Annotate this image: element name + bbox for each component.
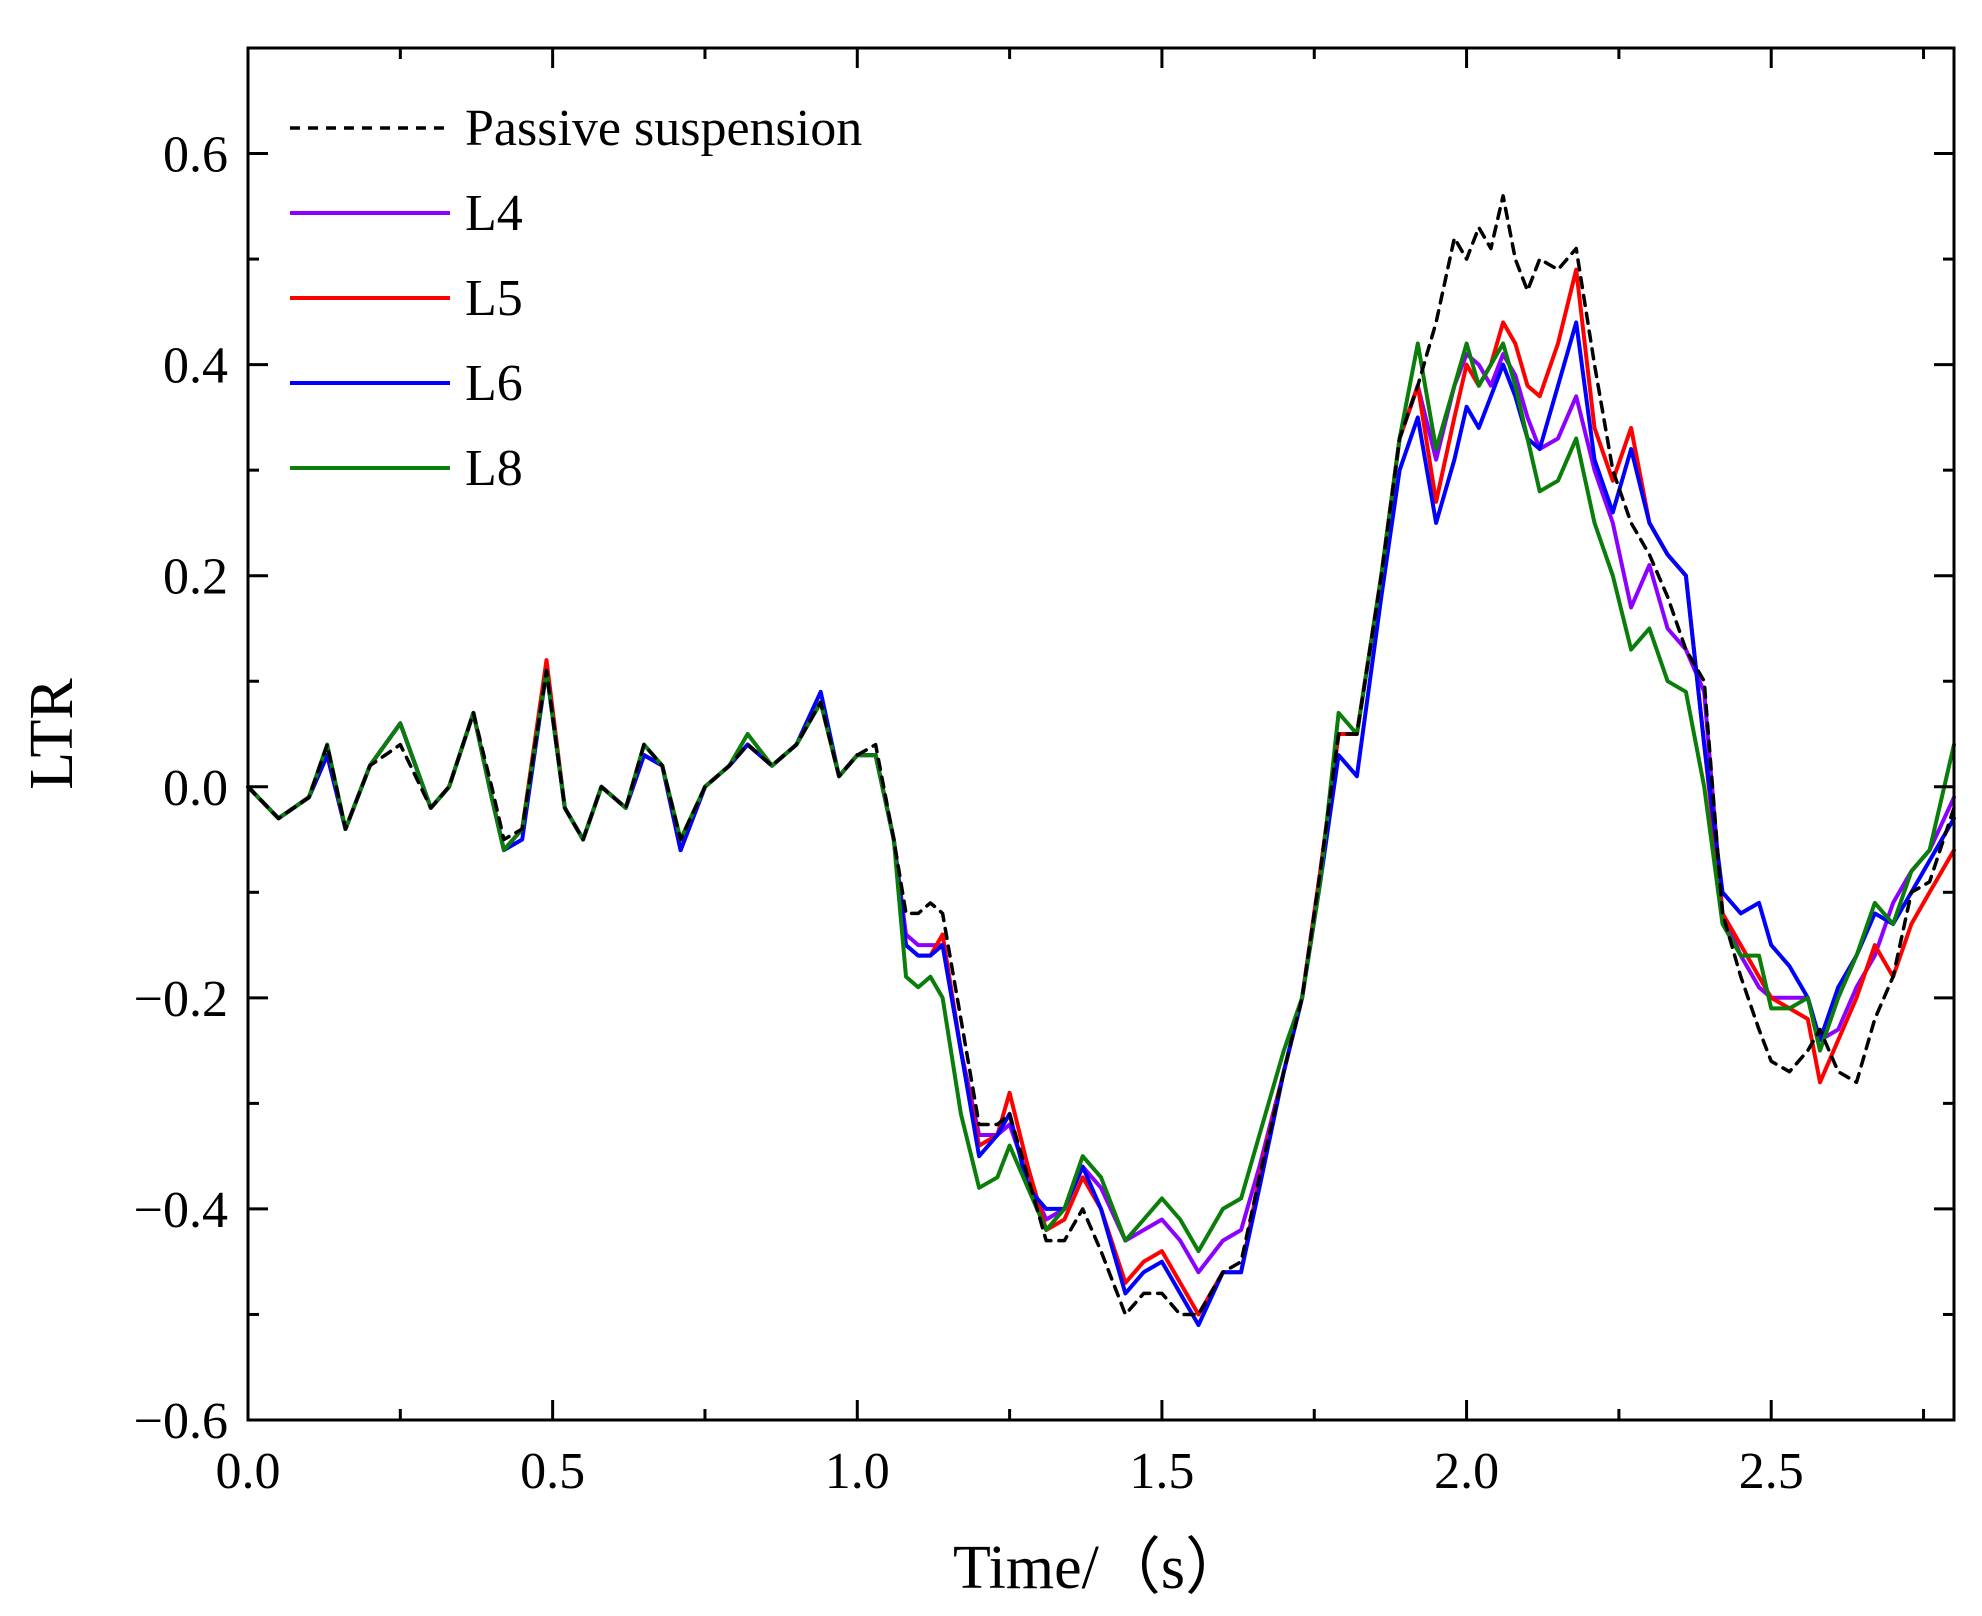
legend-label: L5 — [465, 270, 523, 327]
legend-label: L6 — [465, 355, 523, 412]
legend: Passive suspension L4 L5 L6 L8 — [290, 100, 862, 497]
y-tick-label: 0.6 — [163, 127, 228, 184]
y-tick-label: 0.4 — [163, 338, 228, 395]
x-tick-label: 1.5 — [1129, 1443, 1194, 1500]
x-axis-title: Time/（s） — [953, 1534, 1247, 1602]
y-tick-label: 0.2 — [163, 549, 228, 606]
plot-lines — [246, 194, 1956, 1327]
series-line-passive-suspension — [246, 194, 1956, 1317]
legend-label: Passive suspension — [465, 100, 862, 157]
y-tick-label: −0.6 — [134, 1393, 228, 1450]
x-tick-label: 2.5 — [1739, 1443, 1804, 1500]
y-tick-label: −0.2 — [134, 971, 228, 1028]
y-axis-title: LTR — [18, 678, 86, 790]
x-tick-label: 2.0 — [1434, 1443, 1499, 1500]
x-tick-label: 0.0 — [216, 1443, 281, 1500]
plot-frame — [246, 46, 1956, 1422]
tick-labels: 0.0 0.5 1.0 1.5 2.0 2.5 −0.6 −0.4 −0.2 0.0 0.2 0.4 0… — [134, 127, 1804, 1500]
x-tick-label: 1.0 — [825, 1443, 890, 1500]
series-line-l5 — [246, 267, 1956, 1317]
x-tick-label: 0.5 — [520, 1443, 585, 1500]
axis-ticks — [246, 48, 1954, 1422]
y-tick-label: −0.4 — [134, 1182, 228, 1239]
legend-label: L8 — [465, 440, 523, 497]
legend-label: L4 — [465, 185, 523, 242]
y-tick-label: 0.0 — [163, 760, 228, 817]
